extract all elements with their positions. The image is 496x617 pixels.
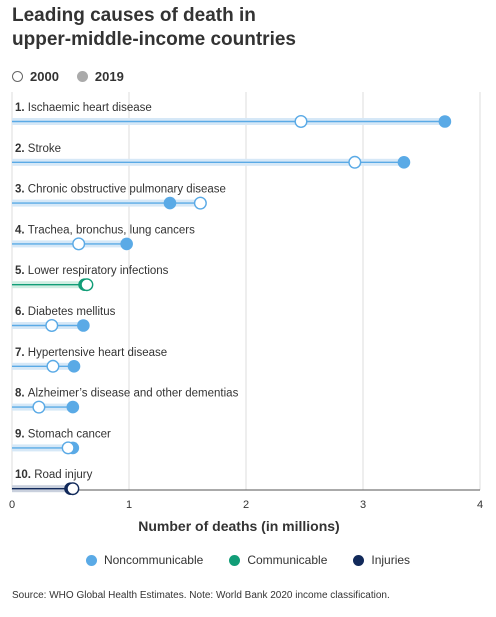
row-rank-6: 6. (15, 306, 28, 318)
marker-2000-row-3 (193, 196, 207, 210)
source-note: Source: WHO Global Health Estimates. Not… (12, 590, 390, 601)
row-cause-1: Ischaemic heart disease (28, 102, 152, 114)
row-cause-5: Lower respiratory infections (28, 265, 169, 277)
filled-circle-icon (76, 70, 88, 82)
marker-2000-row-8 (32, 400, 46, 414)
category-legend: Noncommunicable Communicable Injuries (0, 553, 496, 567)
x-tick-label-2: 2 (243, 499, 249, 511)
marker-2019-row-3 (163, 196, 177, 210)
row-label-5: 5. Lower respiratory infections (15, 265, 169, 277)
chart-title: Leading causes of death in upper-middle-… (12, 4, 482, 52)
marker-2000-row-6 (45, 318, 59, 332)
legend-label-noncommunicable: Noncommunicable (103, 553, 204, 567)
chart-title-line-1: Leading causes of death in (12, 5, 256, 26)
row-cause-10: Road injury (34, 469, 92, 481)
noncommunicable-dot-icon (85, 554, 97, 566)
row-cause-2: Stroke (28, 143, 61, 155)
legend-label-communicable: Communicable (247, 553, 328, 567)
row-rank-8: 8. (15, 388, 28, 400)
year-legend-label-2000: 2000 (30, 68, 59, 84)
row-label-9: 9. Stomach cancer (15, 428, 111, 440)
marker-2000-row-7 (46, 359, 60, 373)
row-rank-4: 4. (15, 224, 28, 236)
x-tick-label-1: 1 (126, 499, 132, 511)
marker-2019-row-6 (77, 319, 90, 332)
chart-title-line-2: upper-middle-income countries (12, 29, 296, 50)
marker-2000-row-9 (61, 441, 75, 455)
row-cause-7: Hypertensive heart disease (28, 347, 167, 359)
row-label-7: 7. Hypertensive heart disease (15, 347, 167, 359)
row-label-2: 2. Stroke (15, 143, 61, 155)
row-rank-9: 9. (15, 428, 28, 440)
injuries-dot-icon (353, 554, 365, 566)
row-rank-5: 5. (15, 265, 28, 277)
marker-2019-row-2 (397, 156, 411, 169)
x-axis-title: Number of deaths (in millions) (138, 518, 340, 534)
row-rank-1: 1. (15, 102, 28, 114)
marker-2000-row-10 (66, 482, 80, 496)
row-cause-3: Chronic obstructive pulmonary disease (28, 184, 226, 196)
legend-item-injuries: Injuries (353, 553, 410, 567)
row-cause-4: Trachea, bronchus, lung cancers (28, 224, 195, 236)
legend-item-communicable: Communicable (229, 553, 327, 567)
legend-label-injuries: Injuries (371, 553, 411, 567)
marker-2000-row-1 (294, 115, 308, 129)
marker-2019-row-1 (438, 115, 452, 128)
row-cause-8: Alzheimer’s disease and other dementias (28, 388, 239, 400)
row-label-10: 10. Road injury (15, 469, 93, 481)
row-cause-6: Diabetes mellitus (28, 306, 116, 318)
row-cause-9: Stomach cancer (28, 428, 111, 440)
year-legend-item-2000: 2000 (12, 69, 59, 84)
row-rank-2: 2. (15, 143, 28, 155)
row-label-4: 4. Trachea, bronchus, lung cancers (15, 224, 195, 236)
row-label-6: 6. Diabetes mellitus (15, 306, 116, 318)
marker-2000-row-5 (80, 278, 94, 292)
row-label-3: 3. Chronic obstructive pulmonary disease (15, 184, 226, 196)
year-legend-label-2019: 2019 (94, 68, 124, 84)
row-rank-7: 7. (15, 347, 28, 359)
row-label-1: 1. Ischaemic heart disease (15, 102, 152, 114)
row-rank-10: 10. (15, 469, 34, 481)
row-label-8: 8. Alzheimer’s disease and other dementi… (15, 388, 239, 400)
x-tick-label-4: 4 (477, 499, 483, 511)
marker-2000-row-4 (72, 237, 86, 251)
marker-2000-row-2 (348, 155, 362, 169)
marker-2019-row-4 (120, 237, 133, 251)
year-legend-item-2019: 2019 (76, 68, 124, 84)
row-rank-3: 3. (15, 184, 28, 196)
x-tick-label-0: 0 (9, 499, 15, 511)
year-legend: 2000 2019 (12, 67, 142, 85)
marker-2019-row-7 (67, 360, 81, 373)
legend-item-noncommunicable: Noncommunicable (85, 553, 204, 567)
x-tick-label-3: 3 (360, 499, 366, 511)
communicable-dot-icon (229, 554, 241, 566)
open-circle-icon (12, 70, 23, 82)
marker-2019-row-8 (66, 400, 80, 414)
dumbbell-chart: 0 1 2 3 4 1. Ischaemic heart disease 2. Stroke… (9, 92, 483, 511)
